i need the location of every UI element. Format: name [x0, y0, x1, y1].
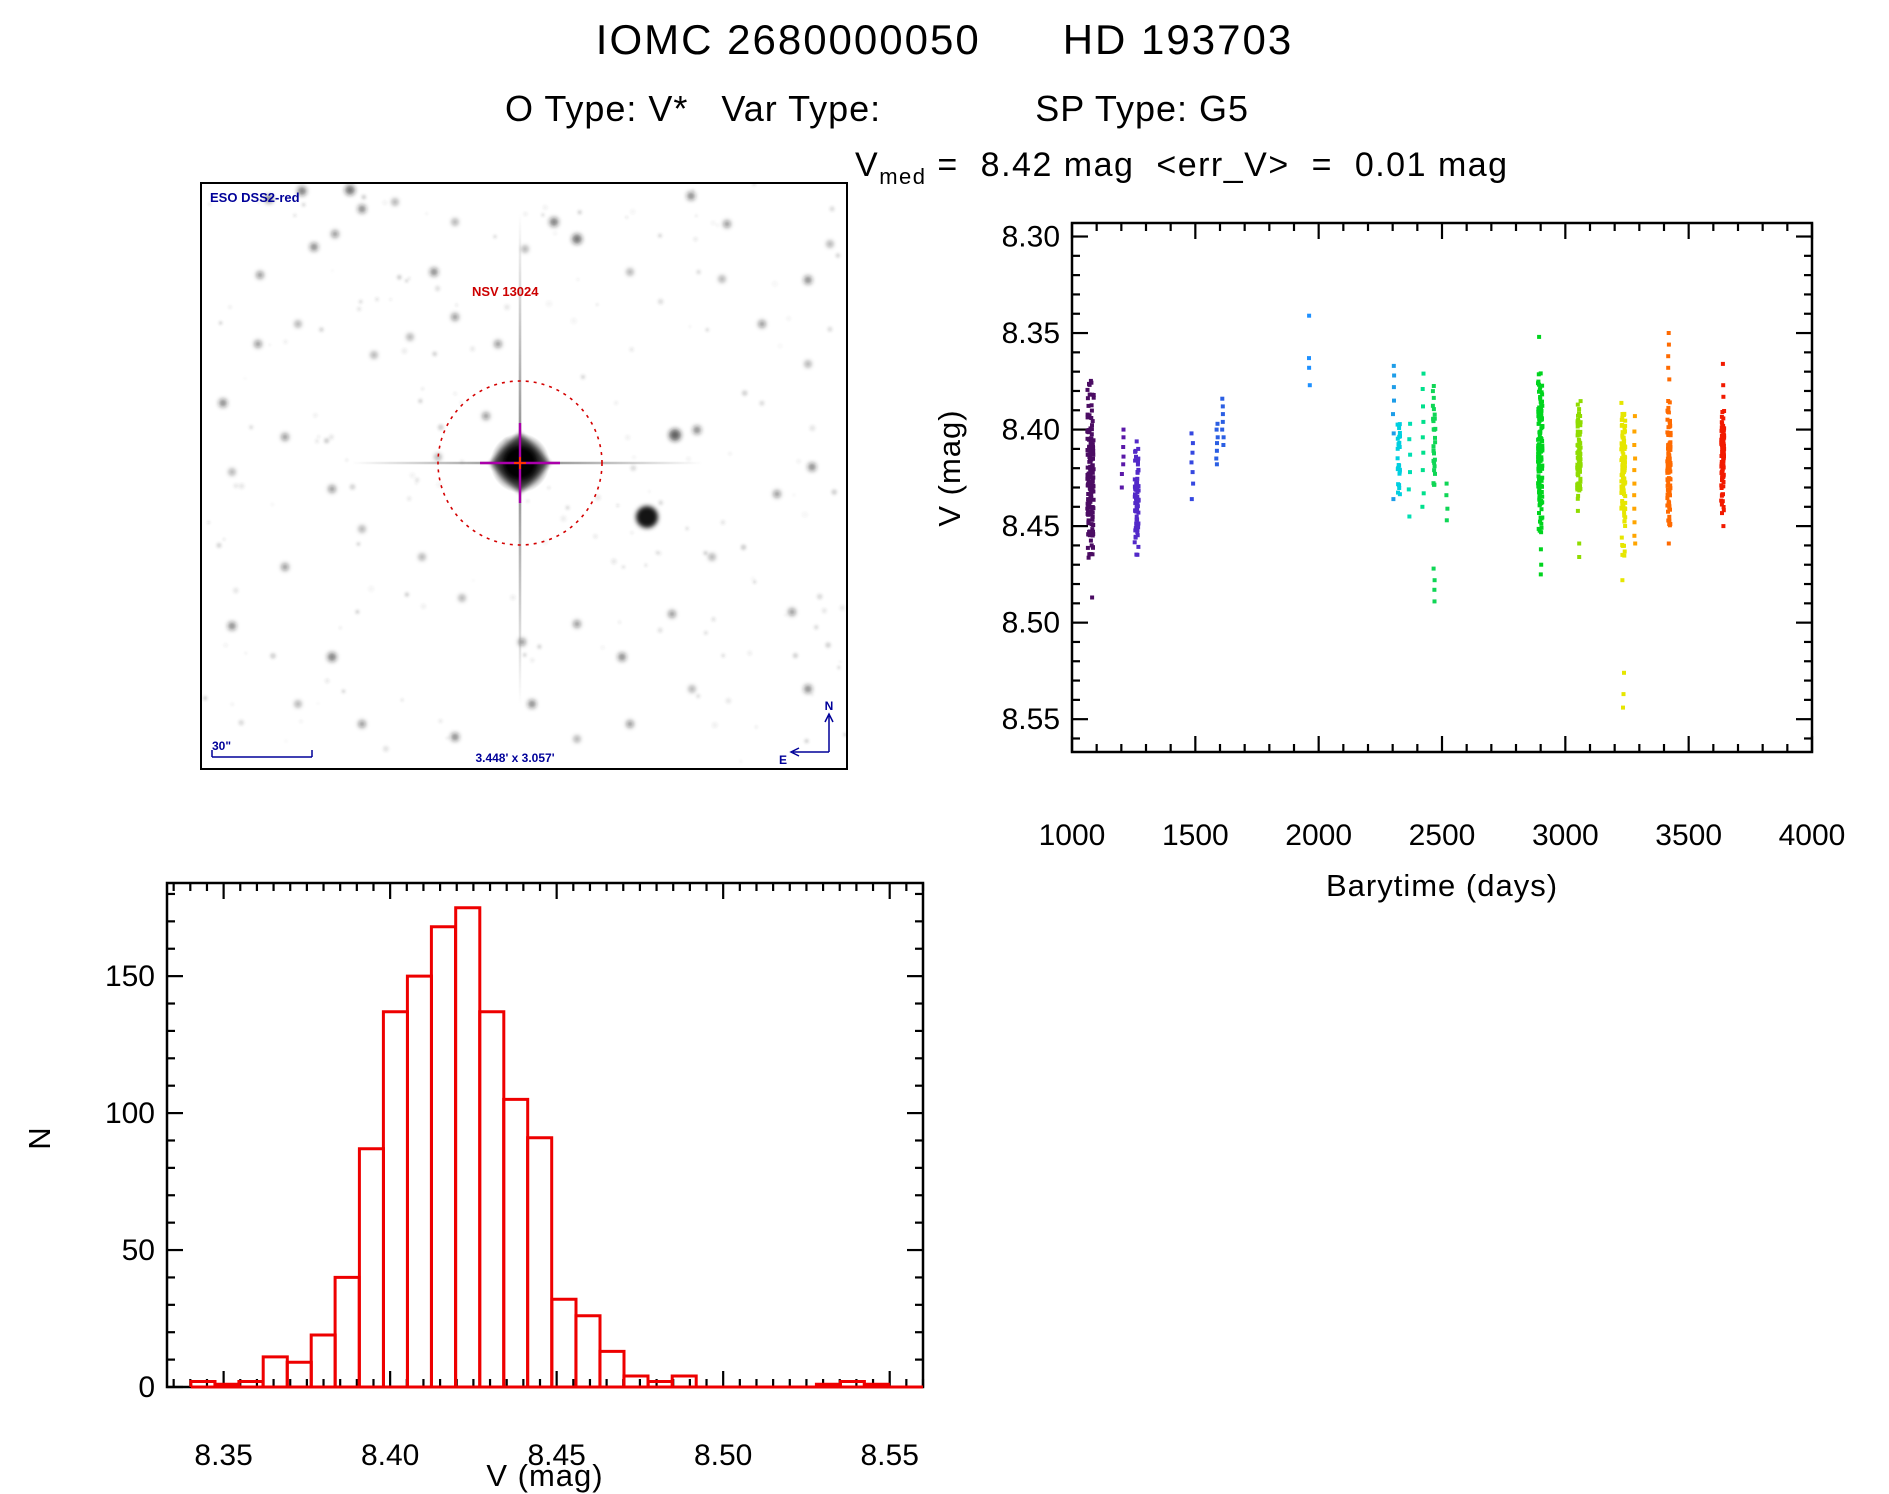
lightcurve-xaxis-label: Barytime (days) [1325, 868, 1559, 903]
page-subtitle: O Type: V* Var Type: SP Type: G5 [505, 88, 1250, 129]
svg-text:1000: 1000 [1039, 819, 1106, 852]
axis-ticks [167, 883, 925, 1389]
svg-text:8.40: 8.40 [361, 1439, 419, 1472]
tick-labels: 8.35 8.40 8.45 8.50 8.55 0 50 100 150 [105, 960, 919, 1472]
svg-text:1500: 1500 [1162, 819, 1229, 852]
svg-text:8.35: 8.35 [1002, 317, 1060, 350]
starfield-noise [203, 184, 846, 763]
svg-text:8.45: 8.45 [1002, 510, 1060, 543]
svg-text:0: 0 [138, 1371, 155, 1404]
photometric-aperture-circle [437, 380, 603, 546]
histogram-yaxis-label: N [22, 1126, 57, 1150]
svg-text:8.40: 8.40 [1002, 414, 1060, 447]
plot-frame [165, 881, 925, 1389]
svg-text:8.35: 8.35 [194, 1439, 252, 1472]
compass [789, 712, 834, 757]
svg-text:2500: 2500 [1409, 819, 1476, 852]
survey-label: ESO DSS2-red [210, 190, 300, 205]
target-name-label: NSV 13024 [472, 284, 539, 299]
compass-east-label: E [779, 753, 787, 767]
svg-text:100: 100 [105, 1097, 155, 1130]
histogram-bars [189, 906, 923, 1389]
svg-text:3000: 3000 [1532, 819, 1599, 852]
svg-text:8.50: 8.50 [1002, 607, 1060, 640]
plot-frame [1070, 221, 1814, 754]
scale-bar [211, 750, 313, 758]
lightcurve-points [1085, 313, 1727, 710]
svg-text:8.55: 8.55 [1002, 703, 1060, 736]
svg-text:150: 150 [105, 960, 155, 993]
fov-size-label: 3.448' x 3.057' [475, 751, 554, 765]
svg-text:50: 50 [122, 1234, 155, 1267]
svg-text:8.30: 8.30 [1002, 221, 1060, 254]
svg-text:2000: 2000 [1285, 819, 1352, 852]
histogram-xaxis-label: V (mag) [486, 1458, 604, 1493]
svg-text:8.50: 8.50 [694, 1439, 752, 1472]
compass-north-label: N [825, 699, 834, 713]
scale-bar-label: 30" [212, 739, 231, 753]
axis-ticks [1070, 223, 1814, 752]
page-title: IOMC 2680000050 HD 193703 [595, 16, 1294, 63]
finding-chart-image: ESO DSS2-red NSV 13024 3.448' x 3.057' 30" N… [200, 182, 848, 770]
svg-text:8.55: 8.55 [861, 1439, 919, 1472]
tick-labels: 1000 1500 2000 2500 3000 3500 4000 8.30 8.35 8.40… [1002, 221, 1846, 852]
field-stars [219, 185, 833, 742]
svg-text:3500: 3500 [1655, 819, 1722, 852]
lightcurve-yaxis-label: V (mag) [932, 409, 967, 527]
histogram-plot: 8.35 8.40 8.45 8.50 8.55 0 50 100 150 [105, 881, 925, 1472]
svg-text:8.45: 8.45 [527, 1439, 585, 1472]
svg-text:4000: 4000 [1779, 819, 1846, 852]
lightcurve-plot: 1000 1500 2000 2500 3000 3500 4000 8.30 8.35 8.40… [1002, 221, 1846, 852]
lightcurve-title: Vmed = 8.42 mag <err_V> = 0.01 mag [855, 146, 1509, 189]
center-cross [514, 457, 526, 469]
